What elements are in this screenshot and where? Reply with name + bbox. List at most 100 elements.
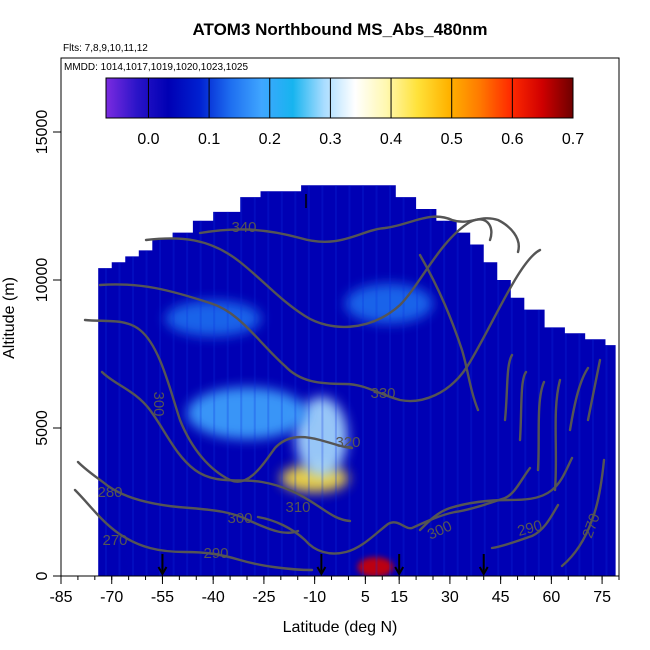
heatmap-feature xyxy=(187,387,307,440)
colorbar-tick-label: 0.2 xyxy=(259,131,281,148)
heatmap-stripe xyxy=(551,185,554,576)
heatmap-stripe xyxy=(280,185,283,576)
contour-label: 290 xyxy=(516,517,545,540)
heatmap-stripes xyxy=(104,185,608,576)
contour-line xyxy=(418,456,574,532)
heatmap-stripe xyxy=(416,185,419,576)
heatmap-stripe xyxy=(334,185,337,576)
heatmap-stripe xyxy=(524,185,527,576)
heatmap-stripe xyxy=(443,185,446,576)
heatmap-stripe xyxy=(361,185,364,576)
y-tick-label: 0 xyxy=(34,571,51,580)
heatmap-stripe xyxy=(578,185,581,576)
contour-label: 320 xyxy=(335,434,360,451)
colorbar-ticks: 0.0 0.1 0.2 0.3 0.4 0.5 0.6 0.7 xyxy=(137,78,584,148)
contour-label: 300 xyxy=(150,391,167,416)
y-tick-label: 5000 xyxy=(34,410,51,446)
heatmap-stripe xyxy=(591,185,594,576)
x-tick-label: -55 xyxy=(151,589,174,606)
x-axis: -85 -70 -55 -40 -25 -10 5 15 30 45 60 75 xyxy=(49,576,620,606)
contour-line xyxy=(76,460,300,534)
colorbar-tick-label: 0.5 xyxy=(441,131,463,148)
heatmap-stripe xyxy=(456,185,459,576)
contour-label: 290 xyxy=(203,545,228,562)
contour-line xyxy=(198,215,520,254)
contour-label: 270 xyxy=(102,532,127,549)
contour-line xyxy=(83,318,354,483)
heatmap-stripe xyxy=(537,185,540,576)
heatmap-stripe xyxy=(294,185,297,576)
x-tick-label: -25 xyxy=(252,589,275,606)
flights-note: Flts: 7,8,9,10,11,12 xyxy=(63,43,148,54)
heatmap-stripe xyxy=(172,185,175,576)
contour-line xyxy=(73,488,314,572)
heatmap-stripe xyxy=(348,185,351,576)
heatmap-feature xyxy=(345,283,434,324)
contour-label: 330 xyxy=(370,385,395,402)
heatmap-stripe xyxy=(375,185,378,576)
contour-line xyxy=(144,218,493,329)
contour-label: 340 xyxy=(231,219,256,236)
contour-line xyxy=(418,253,480,412)
heatmap-stripe xyxy=(564,185,567,576)
heatmap-stripe xyxy=(118,185,121,576)
colorbar-tick-label: 0.6 xyxy=(501,131,523,148)
heatmap-feature xyxy=(295,396,348,477)
y-axis-label: Altitude (m) xyxy=(1,277,18,359)
heatmap-stripe xyxy=(470,185,473,576)
heatmap-stripe xyxy=(483,185,486,576)
contour-line xyxy=(503,353,602,492)
heatmap-stripe xyxy=(321,185,324,576)
dates-note: MMDD: 1014,1017,1019,1020,1023,1025 xyxy=(64,62,248,73)
colorbar-tick-label: 0.3 xyxy=(319,131,341,148)
x-tick-label: -70 xyxy=(100,589,123,606)
x-tick-label: 15 xyxy=(390,589,408,606)
heatmap-feature xyxy=(357,557,394,576)
contour-label: 300 xyxy=(227,510,252,527)
x-tick-label: -40 xyxy=(202,589,225,606)
heatmap-stripe xyxy=(497,185,500,576)
x-tick-label: 30 xyxy=(441,589,459,606)
contour-line xyxy=(98,248,542,403)
x-tick-label: 75 xyxy=(593,589,611,606)
flight-arrow-head xyxy=(157,566,168,577)
heatmap-stripe xyxy=(186,185,189,576)
colorbar: 0.0 0.1 0.2 0.3 0.4 0.5 0.6 0.7 xyxy=(105,77,584,148)
x-tick-label: 45 xyxy=(492,589,510,606)
heatmap-stripe xyxy=(159,185,162,576)
contour-line xyxy=(100,370,352,523)
contour-line xyxy=(560,458,606,568)
heatmap-stripe xyxy=(402,185,405,576)
plot-frame xyxy=(60,57,620,577)
contour-label: 310 xyxy=(285,499,310,516)
colorbar-gradient xyxy=(105,77,574,119)
x-axis-label: Latitude (deg N) xyxy=(283,619,398,636)
flight-arrow-head xyxy=(316,566,327,577)
heatmap-stripe xyxy=(510,185,513,576)
y-axis: 0 5000 10000 15000 xyxy=(34,110,61,580)
y-tick-label: 15000 xyxy=(34,110,51,155)
flight-arrow-head xyxy=(478,566,489,577)
flight-arrows xyxy=(157,554,489,577)
theta-contours xyxy=(73,215,606,572)
heatmap-stripe xyxy=(429,185,432,576)
colorbar-tick-label: 0.1 xyxy=(198,131,220,148)
chart-title: ATOM3 Northbound MS_Abs_480nm xyxy=(192,20,487,39)
y-tick-label: 10000 xyxy=(34,258,51,303)
x-tick-label: 60 xyxy=(542,589,560,606)
heatmap-stripe xyxy=(145,185,148,576)
contour-label: 280 xyxy=(97,484,122,501)
heatmap-stripe xyxy=(213,185,216,576)
heatmap-stripe xyxy=(267,185,270,576)
x-tick-label: -10 xyxy=(303,589,326,606)
colorbar-tick-label: 0.7 xyxy=(562,131,584,148)
contour-line xyxy=(490,503,560,550)
flight-arrow-head xyxy=(394,566,405,577)
heatmap-stripe xyxy=(226,185,229,576)
colorbar-tick-label: 0.0 xyxy=(137,131,159,148)
heatmap-stripe xyxy=(605,185,608,576)
heatmap-stripe xyxy=(389,185,392,576)
heatmap-stripe xyxy=(199,185,202,576)
x-tick-label: -85 xyxy=(49,589,72,606)
